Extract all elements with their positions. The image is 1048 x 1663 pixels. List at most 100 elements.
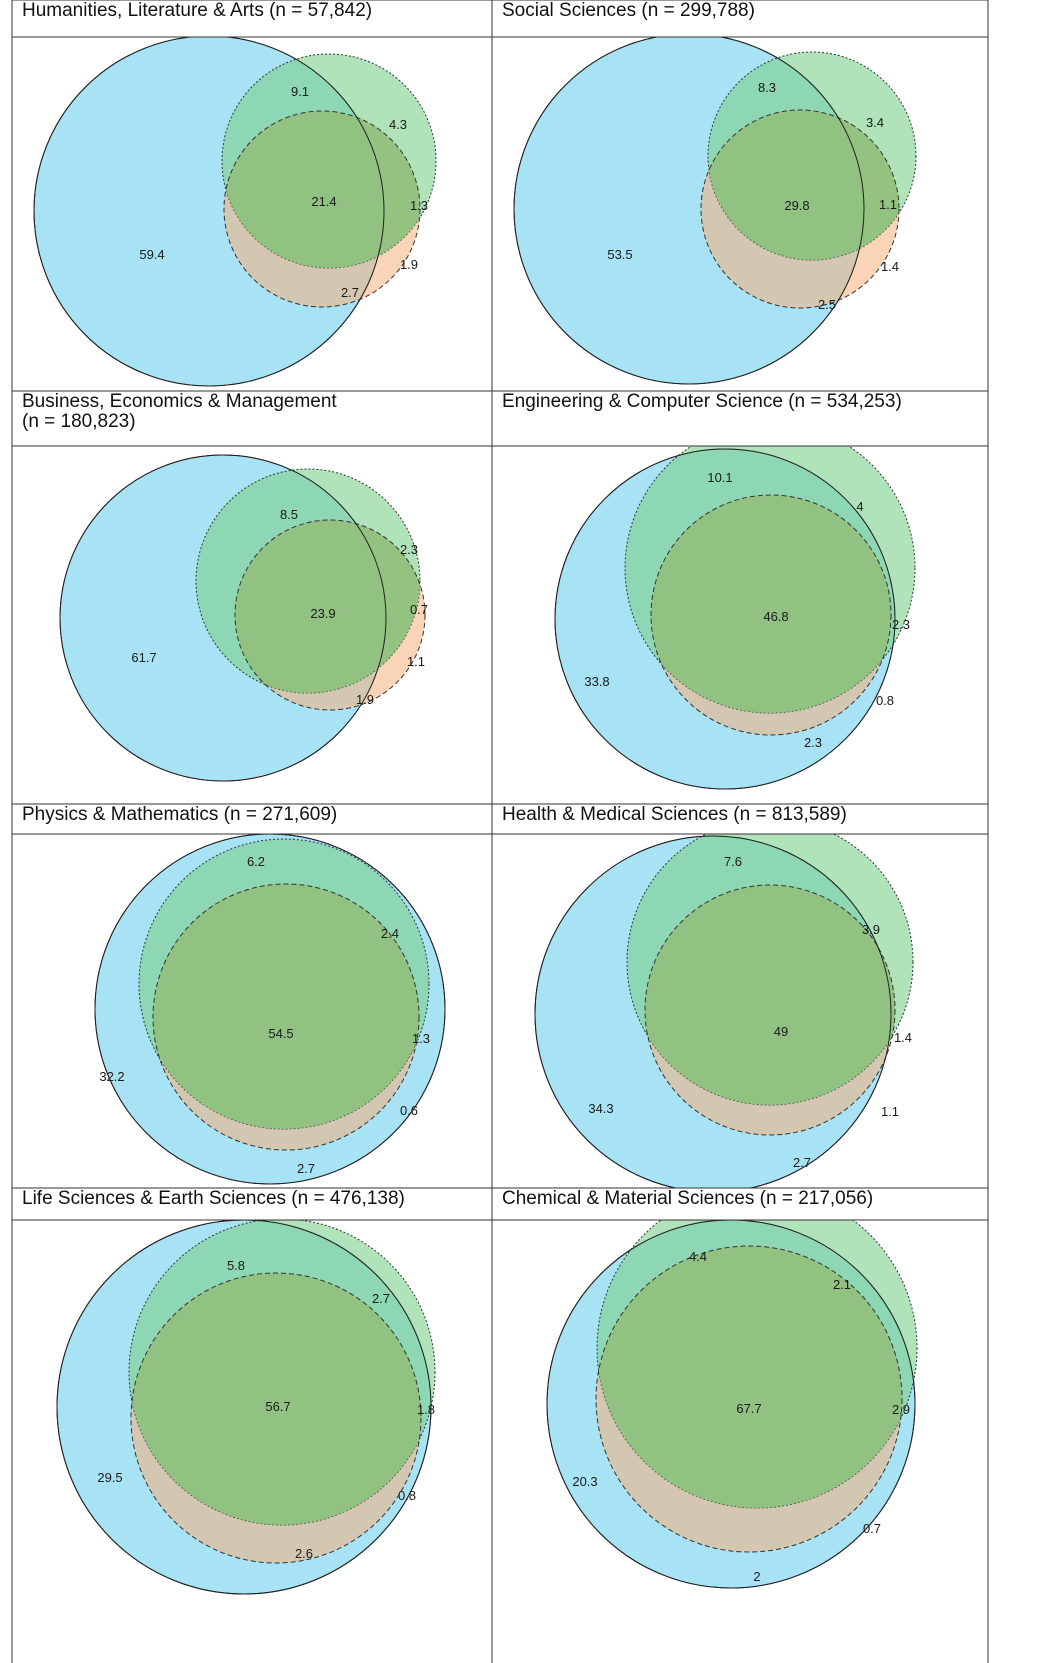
region-label-blue-only: 59.4 xyxy=(139,247,164,262)
region-label-green-only: 4 xyxy=(856,499,863,514)
region-label-blue-green: 7.6 xyxy=(724,854,742,869)
orange-set-outline xyxy=(650,494,892,736)
region-label-green-only: 3.9 xyxy=(862,922,880,937)
region-label-green-only: 4.3 xyxy=(389,117,407,132)
blue-set-outline xyxy=(59,454,387,782)
blue-set-outline xyxy=(56,1220,432,1595)
region-label-green-orange: 1.8 xyxy=(417,1402,435,1417)
region-label-blue-orange: 2 xyxy=(753,1569,760,1584)
venn-panel: Physics & Mathematics (n = 271,609) 32.2 6… xyxy=(12,804,492,1188)
orange-set-outline xyxy=(234,519,426,711)
region-label-all-three: 56.7 xyxy=(265,1399,290,1414)
venn-diagram: 33.8 10.1 4 46.8 2.3 0.8 2.3 xyxy=(554,446,916,790)
venn-diagram: 53.5 8.3 3.4 29.8 1.1 1.4 2.5 xyxy=(513,37,917,385)
venn-panel: Chemical & Material Sciences (n = 217,05… xyxy=(492,1188,988,1663)
blue-set-outline xyxy=(94,834,446,1185)
region-label-blue-only: 34.3 xyxy=(588,1101,613,1116)
orange-set-outline xyxy=(595,1245,903,1553)
region-label-blue-green: 4.4 xyxy=(689,1249,707,1264)
blue-set-outline xyxy=(534,835,892,1188)
region-label-blue-orange: 2.6 xyxy=(295,1546,313,1561)
venn-diagram: 61.7 8.5 2.3 23.9 0.7 1.1 1.9 xyxy=(59,454,428,782)
orange-set-outline xyxy=(223,110,421,308)
venn-diagram: 20.3 4.4 2.1 67.7 2.9 0.7 2 xyxy=(546,1220,918,1589)
region-label-green-orange: 1.3 xyxy=(412,1031,430,1046)
triple-overlap-region xyxy=(131,1273,421,1525)
venn-panel: Humanities, Literature & Arts (n = 57,84… xyxy=(12,0,492,391)
region-label-green-only: 2.7 xyxy=(372,1291,390,1306)
orange-set-outline xyxy=(152,883,420,1151)
blue-set-outline xyxy=(33,37,385,387)
region-label-green-orange: 2.3 xyxy=(892,617,910,632)
region-label-blue-only: 53.5 xyxy=(607,247,632,262)
venn-panel: Life Sciences & Earth Sciences (n = 476,… xyxy=(12,1188,492,1663)
region-label-green-orange: 1.1 xyxy=(879,197,897,212)
venn-diagram: 34.3 7.6 3.9 49 1.4 1.1 2.7 xyxy=(534,834,914,1188)
region-label-orange-only: 1.4 xyxy=(881,259,899,274)
region-label-all-three: 23.9 xyxy=(310,606,335,621)
region-label-orange-only: 1.9 xyxy=(400,257,418,272)
region-label-blue-green: 6.2 xyxy=(247,854,265,869)
region-label-blue-only: 33.8 xyxy=(584,674,609,689)
region-label-all-three: 67.7 xyxy=(736,1401,761,1416)
region-label-blue-green: 10.1 xyxy=(707,470,732,485)
region-label-all-three: 54.5 xyxy=(268,1026,293,1041)
region-label-orange-only: 0.7 xyxy=(863,1521,881,1536)
blue-set-outline xyxy=(546,1220,916,1589)
region-label-orange-only: 1.1 xyxy=(881,1104,899,1119)
region-label-blue-only: 32.2 xyxy=(99,1069,124,1084)
venn-panel: Health & Medical Sciences (n = 813,589) 3… xyxy=(492,804,988,1188)
region-label-green-orange: 1.4 xyxy=(894,1030,912,1045)
region-label-orange-only: 0.6 xyxy=(400,1103,418,1118)
region-label-blue-green: 8.3 xyxy=(758,80,776,95)
region-label-orange-only: 0.8 xyxy=(398,1488,416,1503)
region-label-blue-only: 20.3 xyxy=(572,1474,597,1489)
venn-diagram: 32.2 6.2 2.4 54.5 1.3 0.6 2.7 xyxy=(94,834,446,1185)
region-label-blue-green: 8.5 xyxy=(280,507,298,522)
venn-panel: Engineering & Computer Science (n = 534,… xyxy=(492,391,988,804)
blue-set-outline xyxy=(513,37,865,385)
venn-diagram: 29.5 5.8 2.7 56.7 1.8 0.8 2.6 xyxy=(56,1220,436,1595)
region-label-green-only: 2.1 xyxy=(833,1277,851,1292)
region-label-orange-only: 1.1 xyxy=(407,654,425,669)
panel-title: Engineering & Computer Science (n = 534,… xyxy=(502,391,902,412)
panel-title: Life Sciences & Earth Sciences (n = 476,… xyxy=(22,1188,405,1209)
triple-overlap-region xyxy=(651,495,891,713)
venn-panel: Social Sciences (n = 299,788) 53.5 8.3 3.4 2… xyxy=(492,0,988,391)
region-label-blue-green: 5.8 xyxy=(227,1258,245,1273)
panel-title: Health & Medical Sciences (n = 813,589) xyxy=(502,804,847,825)
panel-title: Business, Economics & Management (n = 18… xyxy=(22,391,337,432)
region-label-all-three: 46.8 xyxy=(763,609,788,624)
region-label-blue-only: 29.5 xyxy=(97,1470,122,1485)
panel-title: Physics & Mathematics (n = 271,609) xyxy=(22,804,338,825)
region-label-blue-orange: 2.7 xyxy=(341,285,359,300)
region-label-blue-orange: 2.5 xyxy=(818,297,836,312)
region-label-blue-orange: 2.7 xyxy=(297,1161,315,1176)
orange-set-outline xyxy=(644,884,896,1136)
triple-overlap-region xyxy=(597,1246,902,1508)
region-label-all-three: 49 xyxy=(774,1024,788,1039)
region-label-green-orange: 0.7 xyxy=(410,602,428,617)
region-label-green-only: 2.4 xyxy=(381,926,399,941)
triple-overlap-region xyxy=(153,884,419,1129)
region-label-all-three: 29.8 xyxy=(784,198,809,213)
region-label-all-three: 21.4 xyxy=(311,194,336,209)
region-label-blue-only: 61.7 xyxy=(131,650,156,665)
venn-panel: Business, Economics & Management (n = 18… xyxy=(12,391,492,804)
venn-diagram: 59.4 9.1 4.3 21.4 1.3 1.9 2.7 xyxy=(33,37,437,387)
region-label-green-orange: 2.9 xyxy=(892,1402,910,1417)
region-label-green-only: 3.4 xyxy=(866,115,884,130)
region-label-blue-green: 9.1 xyxy=(291,84,309,99)
orange-set-outline xyxy=(130,1272,422,1564)
panel-title: Chemical & Material Sciences (n = 217,05… xyxy=(502,1188,874,1209)
region-label-blue-orange: 2.3 xyxy=(804,735,822,750)
panel-title: Humanities, Literature & Arts (n = 57,84… xyxy=(22,0,373,21)
region-label-green-only: 2.3 xyxy=(400,542,418,557)
region-label-blue-orange: 2.7 xyxy=(793,1155,811,1170)
blue-set-outline xyxy=(554,448,896,790)
region-label-green-orange: 1.3 xyxy=(410,198,428,213)
triple-overlap-region xyxy=(645,885,895,1105)
panel-title: Social Sciences (n = 299,788) xyxy=(502,0,755,21)
